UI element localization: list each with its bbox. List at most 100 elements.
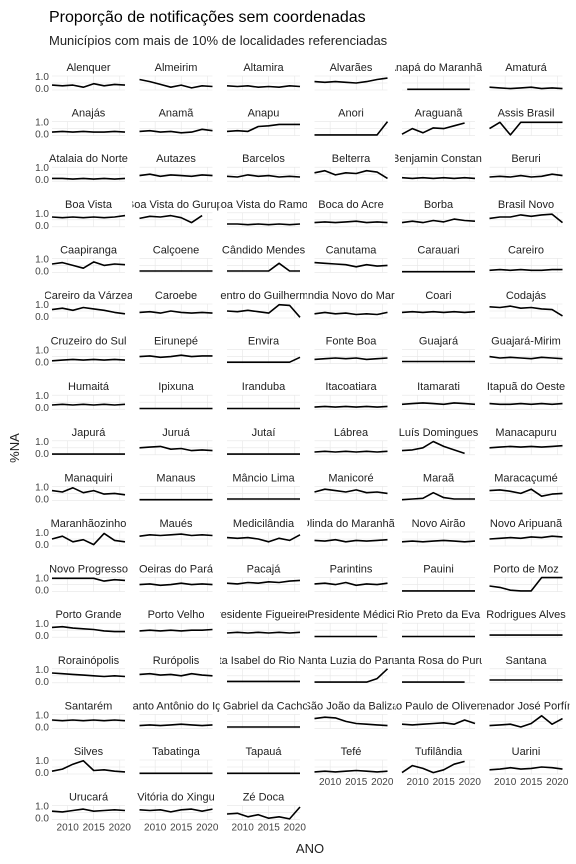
x-tick-label: 2015 (170, 823, 193, 834)
series-line (401, 760, 465, 774)
series-line (489, 268, 563, 272)
y-tick-label: 0.0 (35, 677, 49, 688)
panel-strip-label: São João da Baliza (304, 700, 400, 712)
x-tick-label: 2015 (83, 823, 106, 834)
x-tick-label: 2020 (284, 823, 307, 834)
panel-strip-label: Santo Antônio do Içá (125, 700, 227, 712)
panel-strip-label: Rorainópolis (58, 655, 120, 667)
panel: Itamarati (401, 381, 476, 410)
panel: Cidelândia Novo do Maranhão (308, 290, 395, 319)
panel-strip-label: Araguanã (415, 108, 464, 120)
series-line (226, 806, 301, 820)
panel-strip-label: Cruzeiro do Sul (51, 336, 127, 348)
series-line (314, 581, 388, 587)
panel: Anapá do Maranhão (389, 62, 489, 91)
panel: Oeiras do Pará (139, 564, 214, 592)
series-line (51, 486, 126, 496)
panel: Almeirim (139, 62, 213, 91)
panel: Manacapuru (489, 427, 563, 456)
panel: Autazes (139, 153, 213, 182)
panel-strip-label: Porto Grande (55, 609, 121, 621)
panel-strip-label: São Gabriel da Cachoeira (200, 700, 327, 712)
panel: Urucará 1.00.0 2010 2015 2020 (35, 792, 131, 834)
series-line (314, 769, 388, 773)
y-axis-label: %NA (7, 433, 22, 463)
panel-strip-label: Presidente Médici (307, 609, 394, 621)
panel: Pacajá (226, 564, 301, 592)
panel: Medicilândia (226, 518, 301, 547)
panel-strip-label: Tapauá (245, 746, 282, 758)
panel-strip-label: Calçoene (153, 244, 199, 256)
panel: Maués (139, 518, 213, 547)
panel-strip-label: Careiro da Várzea (44, 290, 134, 302)
panel: São João da Baliza (304, 700, 400, 729)
panel: Itacoatiara (314, 381, 388, 410)
y-tick-label: 0.0 (35, 586, 49, 597)
panel: Silves 1.00.0 (35, 746, 126, 779)
panel-strip-label: Maracaçumé (494, 472, 558, 484)
panel: Tapauá (227, 746, 300, 775)
panel: Anajás 1.00.0 (35, 108, 126, 141)
panel-strip-label: Urucará (69, 792, 109, 804)
series-line (401, 719, 476, 726)
panel-strip-label: Fonte Boa (326, 336, 378, 348)
panel: Manaquiri 1.00.0 (35, 472, 126, 505)
panel-strip-label: Iranduba (242, 381, 286, 393)
series-line (227, 356, 301, 364)
panel: Novo Airão (401, 518, 476, 547)
series-line (314, 488, 388, 495)
panel: Araguanã (401, 108, 475, 136)
series-line (314, 121, 389, 136)
panel-strip-label: Manaus (156, 472, 196, 484)
series-line (489, 766, 563, 771)
panel-strip-label: Japurá (72, 427, 107, 439)
series-line (489, 402, 563, 406)
series-line (51, 261, 126, 270)
panel-strip-label: Tabatinga (152, 746, 201, 758)
x-tick-label: 2010 (407, 777, 430, 788)
panel: Zé Doca 2010 2015 2020 (226, 792, 307, 834)
panel-strip-label: Santarém (65, 700, 113, 712)
series-line (314, 311, 388, 316)
panel-strip-label: Atalaia do Norte (49, 153, 128, 165)
panel: Jutaí (227, 427, 300, 456)
series-line (51, 625, 125, 633)
panel: Alenquer 1.00.0 (35, 62, 126, 95)
panel: Calçoene (139, 244, 213, 273)
y-tick-label: 0.0 (35, 358, 49, 369)
y-tick-label: 1.0 (35, 802, 49, 813)
panel-strip-label: Itapuã do Oeste (487, 381, 565, 393)
panel: Careiro (489, 244, 563, 273)
panel: Canutama (314, 244, 388, 273)
panel-strip-label: Vitória do Xingu (137, 792, 214, 804)
x-tick-label: 2020 (546, 777, 569, 788)
panel-strip-label: Coari (425, 290, 451, 302)
panel-strip-label: Lábrea (334, 427, 369, 439)
panel: Lábrea (314, 427, 388, 456)
panel-strip-label: Itamarati (417, 381, 460, 393)
series-line (401, 122, 465, 135)
y-tick-label: 0.0 (35, 768, 49, 779)
series-line (314, 169, 388, 180)
panel-strip-label: Rurópolis (153, 655, 200, 667)
y-tick-label: 1.0 (35, 574, 49, 585)
panel: Itapuã do Oeste (487, 381, 565, 410)
series-line (226, 123, 300, 133)
panel: Manaus (139, 472, 213, 501)
panel: São Gabriel da Cachoeira (200, 700, 327, 729)
series-line (51, 719, 126, 722)
panel-strip-label: Caroebe (155, 290, 197, 302)
series-line (52, 177, 126, 180)
panel-strip-label: Santana (506, 655, 548, 667)
panel-strip-label: São Paulo de Olivença (383, 700, 496, 712)
panel-strip-label: Belterra (332, 153, 371, 165)
panel-strip-label: Boa Vista (65, 199, 113, 211)
series-line (401, 402, 476, 406)
panel-strip-label: Boa Vista do Ramos (213, 199, 314, 211)
panel: Mâncio Lima (227, 472, 300, 501)
series-line (314, 538, 388, 543)
panel-strip-label: Anapá do Maranhão (389, 62, 489, 74)
y-tick-label: 0.0 (35, 221, 49, 232)
